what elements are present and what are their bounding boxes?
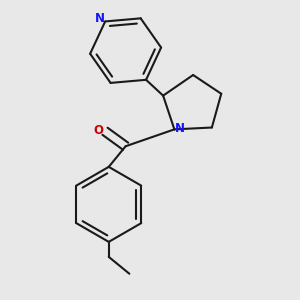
Text: N: N xyxy=(176,122,185,135)
Text: O: O xyxy=(93,124,103,136)
Text: N: N xyxy=(94,12,105,25)
